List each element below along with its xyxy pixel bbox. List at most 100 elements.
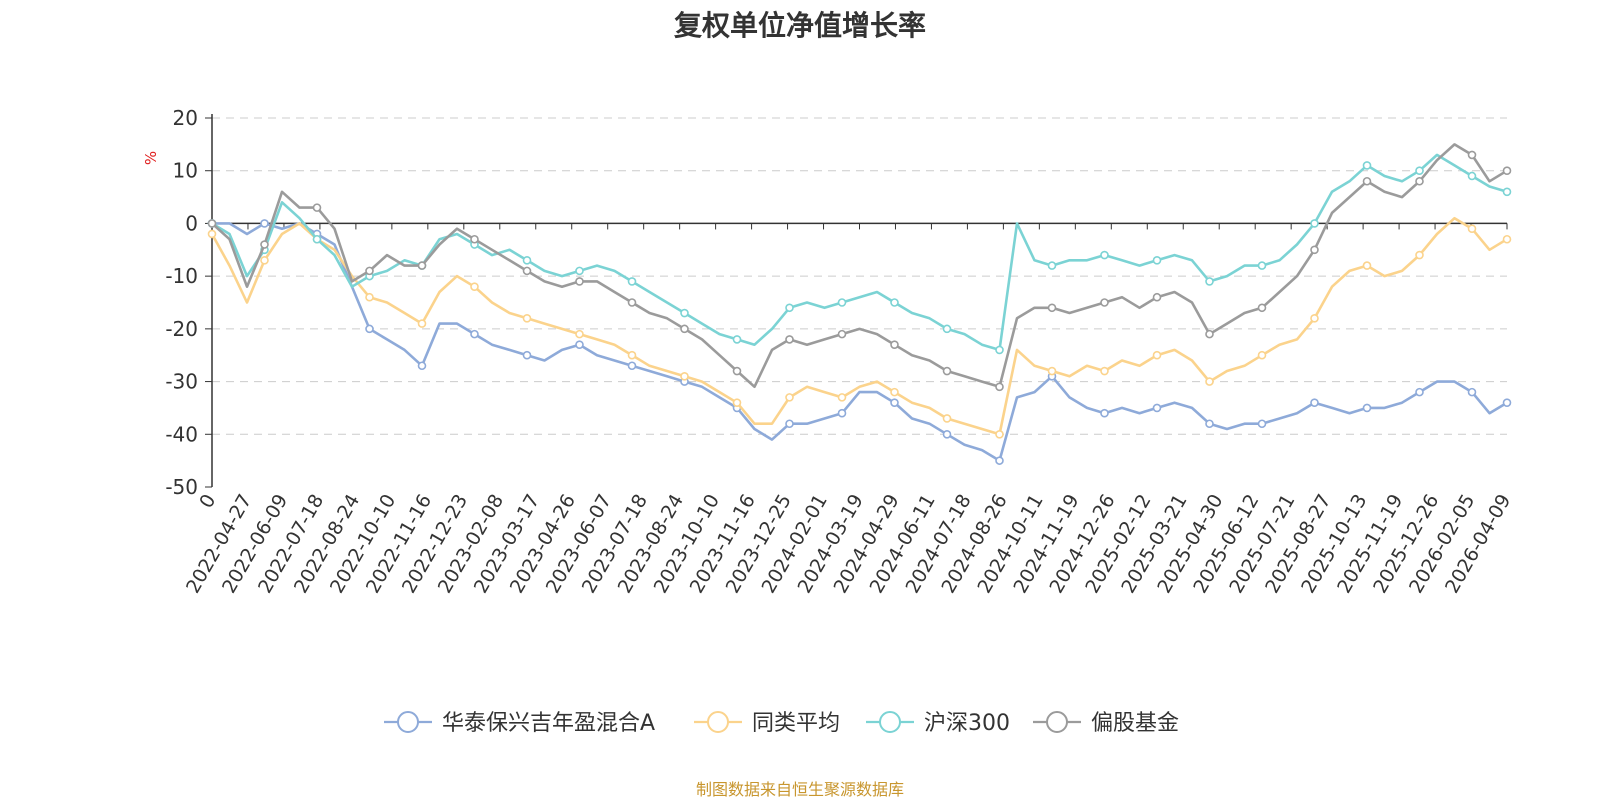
series-point-2: [575, 266, 584, 276]
series-point-3: [470, 234, 479, 244]
series-point-3: [260, 240, 269, 249]
series-point-1: [1362, 261, 1372, 270]
series-point-0: [837, 408, 847, 418]
series-point-1: [470, 282, 479, 291]
y-tick-label: 0: [185, 211, 198, 235]
series-point-1: [1257, 350, 1267, 360]
legend-marker-1: [707, 711, 729, 733]
series-point-0: [1205, 419, 1214, 429]
series-point-3: [1362, 176, 1372, 186]
series-point-3: [890, 340, 899, 349]
legend-label-0: 华泰保兴吉年盈混合A: [442, 711, 655, 736]
series-point-1: [260, 256, 269, 265]
series-point-2: [890, 298, 899, 307]
series-point-0: [890, 398, 899, 407]
series-point-1: [627, 350, 637, 360]
series-point-2: [942, 324, 952, 334]
series-point-2: [312, 234, 322, 244]
series-point-0: [365, 324, 374, 334]
series-line-3: [211, 143, 1508, 389]
series-point-1: [1502, 234, 1512, 244]
series-point-2: [1047, 261, 1057, 270]
series-point-2: [1502, 187, 1512, 197]
series-point-1: [207, 229, 217, 239]
series-point-3: [1467, 150, 1477, 160]
series-point-0: [522, 350, 532, 360]
series-point-0: [417, 361, 427, 371]
series-point-0: [785, 419, 794, 429]
series-point-0: [1100, 408, 1109, 418]
series-point-0: [1467, 387, 1477, 397]
series-point-2: [522, 256, 532, 265]
series-point-2: [785, 303, 794, 313]
series-point-0: [942, 429, 952, 439]
series-point-3: [575, 277, 584, 286]
series-point-3: [627, 298, 637, 307]
legend-label-1: 同类平均: [752, 711, 840, 736]
series-point-1: [1310, 314, 1319, 323]
series-point-2: [995, 345, 1004, 355]
series-point-1: [575, 329, 584, 339]
series-line-0: [212, 222, 1508, 462]
series-point-3: [1152, 292, 1162, 302]
series-point-2: [1152, 256, 1162, 265]
series-point-2: [1257, 261, 1267, 270]
y-tick-label: 10: [173, 159, 198, 183]
series-point-3: [365, 266, 374, 276]
series-point-3: [417, 261, 427, 270]
series-point-2: [1205, 277, 1214, 286]
series-point-1: [1415, 250, 1424, 260]
series-point-1: [995, 429, 1004, 439]
series-point-3: [995, 382, 1004, 392]
series-point-0: [627, 361, 637, 371]
series-point-0: [1502, 398, 1512, 407]
series-point-3: [785, 335, 794, 344]
series-point-3: [680, 324, 689, 334]
series-point-0: [1257, 419, 1267, 429]
series-point-2: [1467, 171, 1477, 181]
y-tick-label: -50: [165, 475, 198, 499]
series-point-3: [1205, 329, 1214, 339]
series-point-0: [575, 340, 584, 349]
series-point-2: [1415, 166, 1424, 176]
series-point-3: [837, 329, 847, 339]
series-point-2: [732, 335, 742, 344]
y-tick-label: -40: [165, 422, 198, 446]
series-point-3: [1100, 298, 1109, 307]
series-point-3: [1257, 303, 1267, 313]
chart-title: 复权单位净值增长率: [673, 9, 926, 42]
series-point-0: [260, 219, 269, 228]
series-point-3: [207, 219, 217, 228]
series-line-1: [210, 216, 1508, 436]
series-point-0: [1362, 403, 1372, 413]
series-point-2: [680, 308, 689, 318]
series-point-0: [995, 456, 1004, 465]
series-point-3: [732, 366, 742, 376]
series-point-1: [1152, 350, 1162, 360]
series-point-1: [732, 398, 742, 407]
series-point-3: [1310, 245, 1319, 255]
series-point-0: [470, 329, 479, 339]
legend-marker-0: [397, 711, 419, 733]
y-tick-label: -10: [165, 264, 198, 288]
series-point-1: [1047, 366, 1057, 376]
series-point-3: [942, 366, 952, 376]
legend-marker-3: [1046, 711, 1068, 733]
series-point-1: [1467, 224, 1477, 233]
series-point-3: [1047, 303, 1057, 313]
series-point-2: [627, 277, 637, 286]
series-point-1: [1100, 366, 1109, 376]
legend-label-2: 沪深300: [924, 711, 1010, 736]
series-point-3: [312, 203, 322, 212]
series-point-1: [837, 393, 847, 402]
y-tick-label: 20: [173, 106, 198, 130]
series-point-1: [417, 319, 427, 328]
series-point-2: [1310, 219, 1319, 228]
series-point-1: [1205, 377, 1214, 386]
y-tick-label: -30: [165, 370, 198, 394]
series-point-0: [1415, 387, 1424, 397]
series-point-2: [1100, 250, 1109, 260]
y-axis-label: %: [142, 151, 160, 165]
